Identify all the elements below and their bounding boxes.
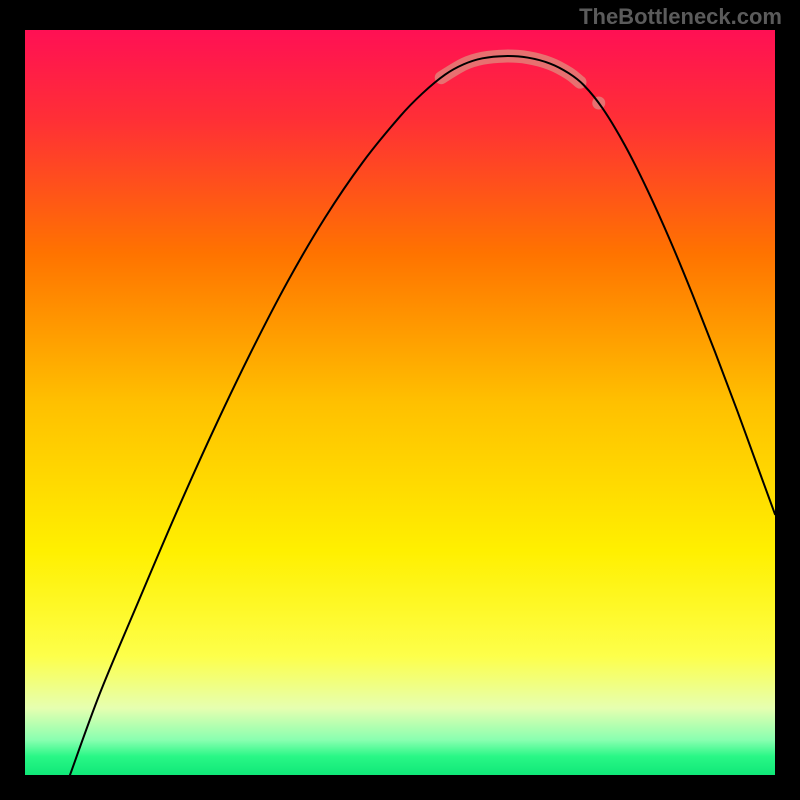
bottleneck-curve-chart [0, 0, 800, 800]
chart-container: TheBottleneck.com [0, 0, 800, 800]
plot-background [25, 30, 775, 775]
